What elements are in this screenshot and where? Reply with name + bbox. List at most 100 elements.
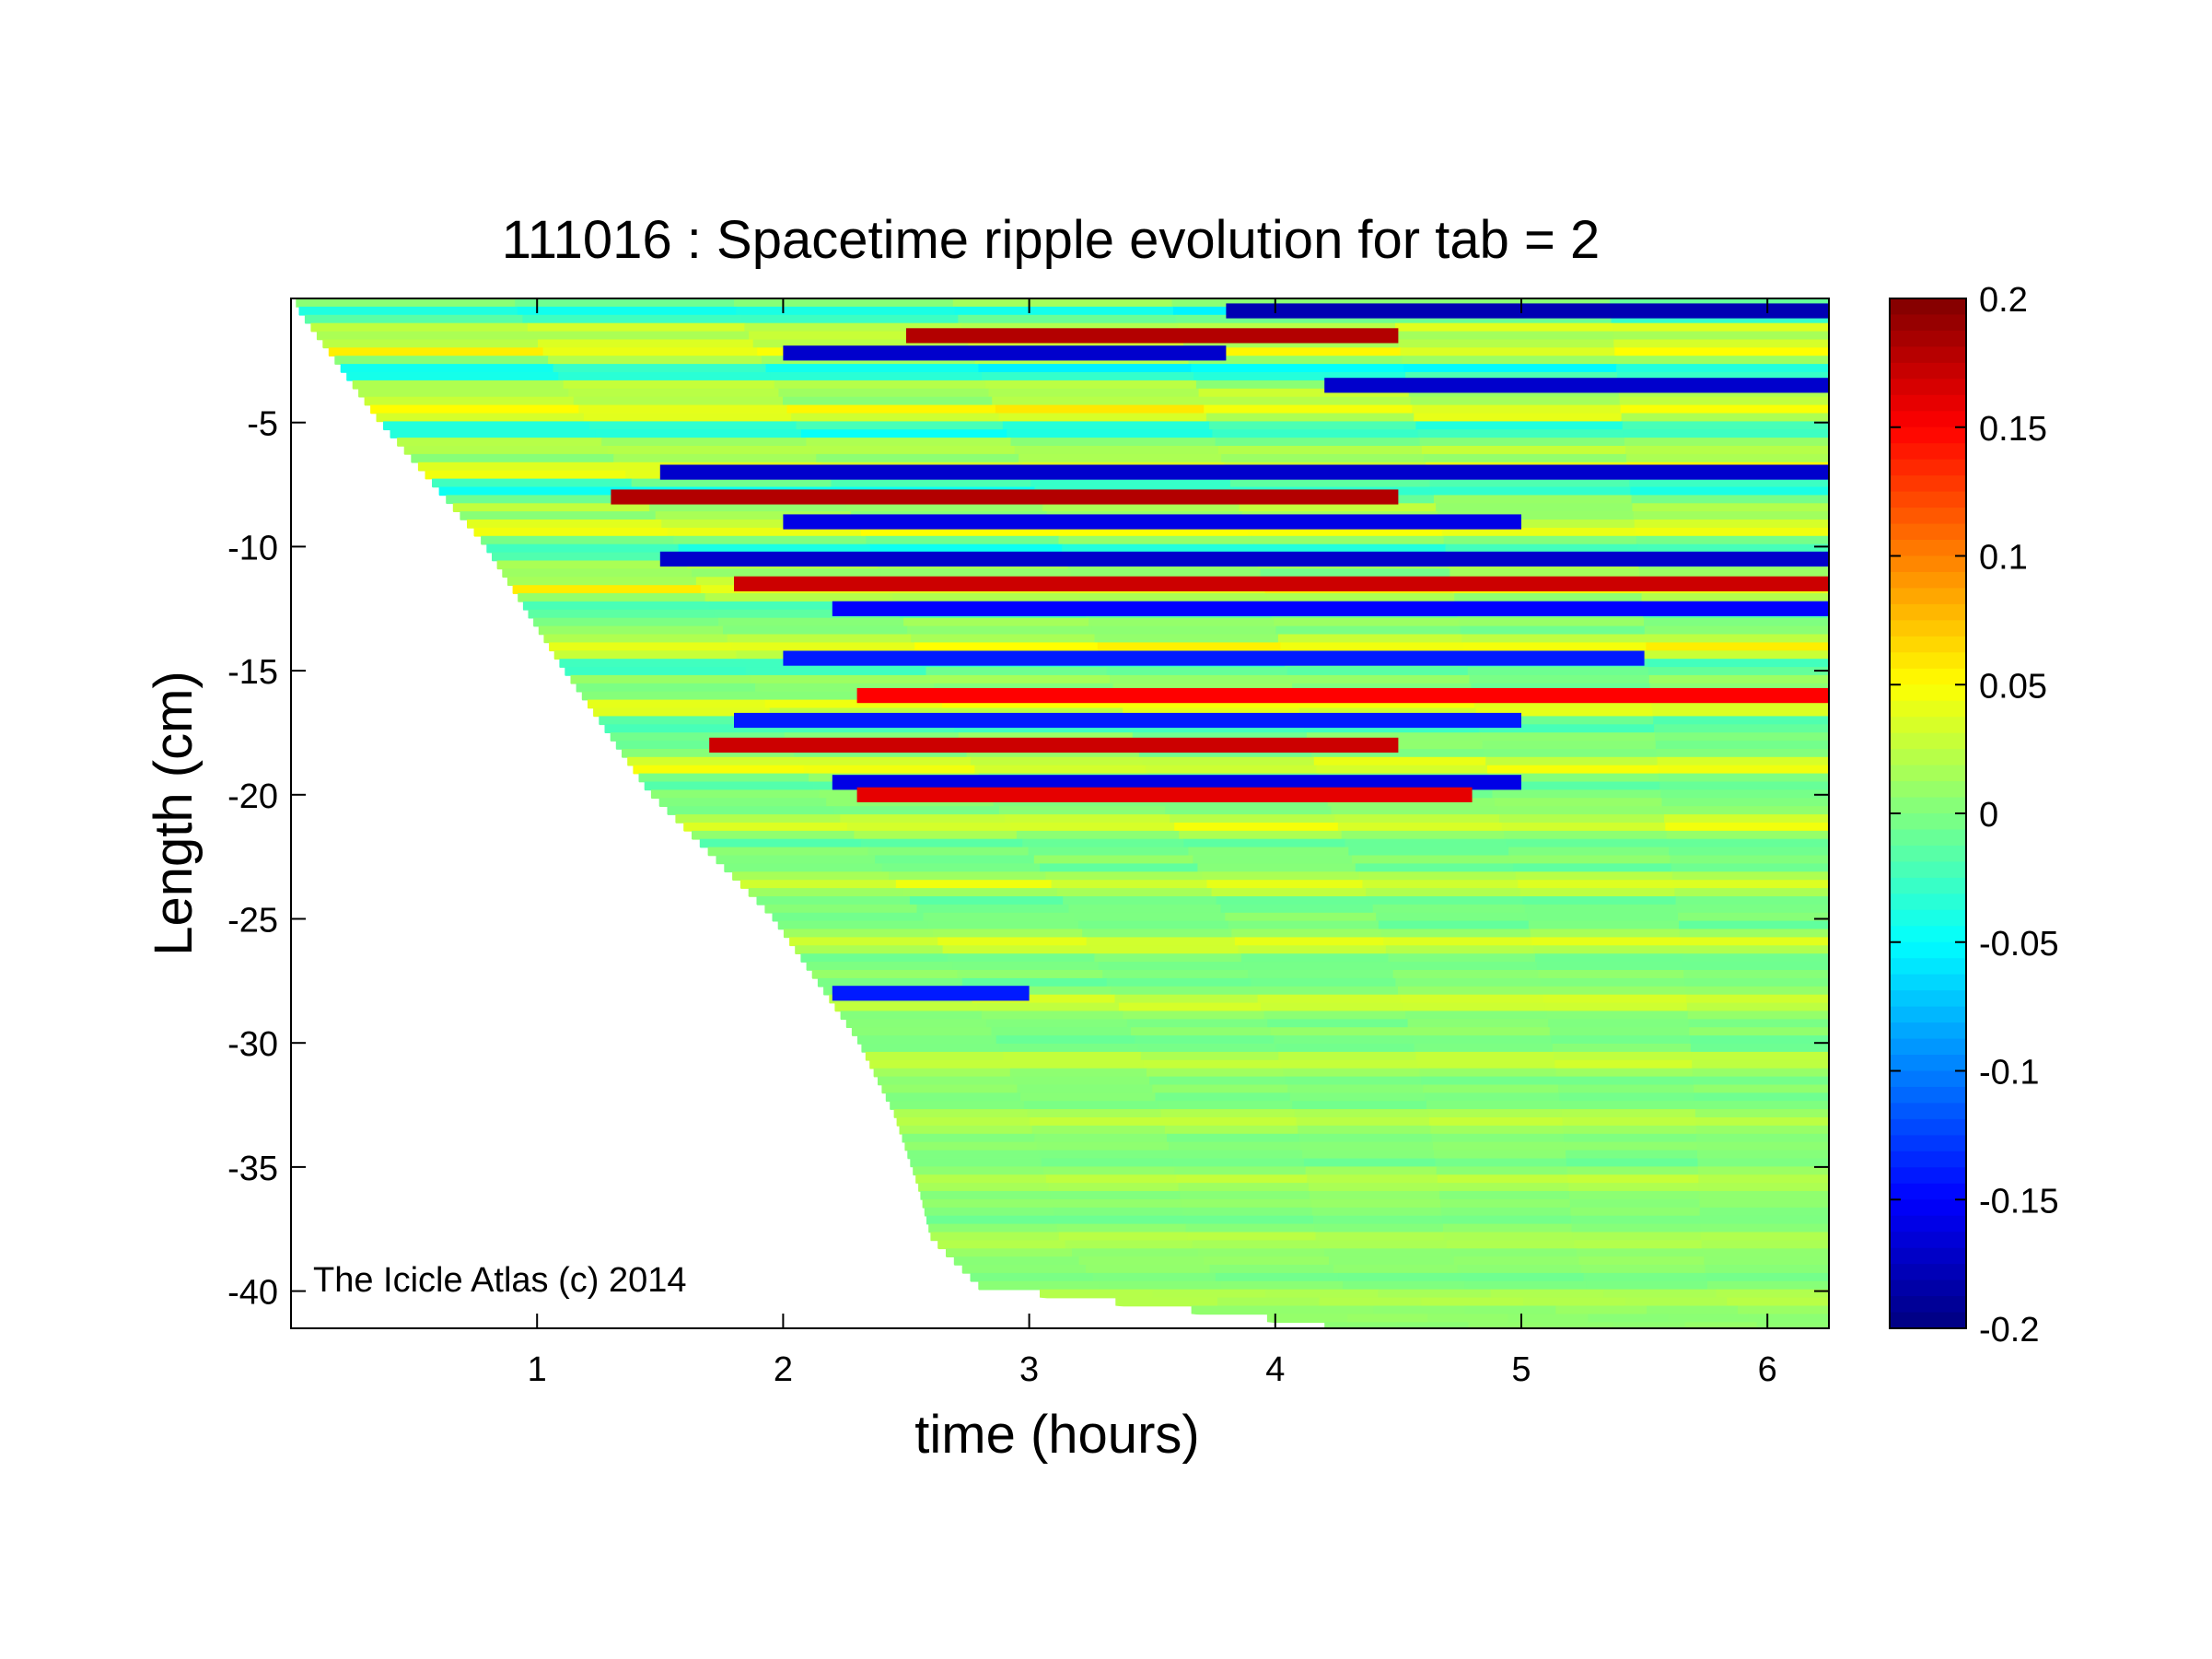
heatmap-cell (714, 609, 901, 619)
heatmap-cell (885, 1092, 1021, 1102)
heatmap-cell (1313, 1215, 1443, 1225)
heatmap-cell (1304, 724, 1480, 733)
heatmap-cell (593, 707, 771, 718)
heatmap-cell (915, 1174, 1047, 1184)
heatmap-cell (1251, 535, 1445, 545)
heatmap-cell (1225, 912, 1377, 922)
heatmap-cell (1009, 1068, 1147, 1078)
heatmap-cell (581, 691, 762, 701)
heatmap-cell (1675, 896, 1829, 905)
heatmap-cell (1431, 486, 1632, 497)
heatmap-cell (1283, 1068, 1421, 1078)
heatmap-cell (899, 1125, 1033, 1135)
heatmap-cell (1435, 1158, 1567, 1168)
heatmap-cell (707, 847, 869, 857)
heatmap-cell (673, 535, 867, 545)
heatmap-cell (543, 634, 728, 644)
heatmap-cell (907, 1150, 1041, 1160)
heatmap-cell (1701, 1240, 1829, 1250)
heatmap-cell (548, 356, 763, 365)
colorbar-swatch (1890, 362, 1966, 380)
heatmap-cell (1231, 929, 1382, 939)
heatmap-cell (1135, 1035, 1275, 1045)
heatmap-cell (1112, 683, 1293, 693)
heatmap-cell (1164, 1125, 1298, 1135)
heatmap-cell (1692, 1059, 1829, 1069)
heatmap-cell (1023, 1101, 1159, 1110)
heatmap-cell (1042, 503, 1240, 512)
heatmap-cell (1659, 781, 1829, 791)
heatmap-cell (1193, 372, 1406, 381)
heatmap-cell (604, 724, 781, 733)
heatmap-cell (978, 364, 1193, 373)
heatmap-cell (724, 863, 883, 873)
heatmap-cell (1329, 1256, 1455, 1266)
ripple-band (856, 688, 1829, 704)
heatmap-cell (986, 1019, 1128, 1028)
heatmap-cell (528, 609, 716, 619)
heatmap-cell (920, 1191, 1052, 1200)
heatmap-cell (1459, 617, 1645, 627)
heatmap-cell (1410, 1027, 1551, 1036)
heatmap-cell (1254, 986, 1399, 996)
heatmap-cell (599, 716, 775, 726)
heatmap-cell (1546, 1011, 1689, 1021)
heatmap-cell (1439, 520, 1636, 529)
heatmap-cell (926, 1215, 1056, 1225)
heatmap-cell (816, 453, 1019, 463)
heatmap-cell (1033, 855, 1194, 865)
heatmap-cell (718, 617, 904, 627)
heatmap-cell (1562, 1117, 1697, 1127)
heatmap-cell (1343, 1280, 1465, 1291)
heatmap-cell (1419, 1068, 1557, 1078)
heatmap-cell (1438, 1183, 1570, 1192)
heatmap-cell (952, 962, 1100, 971)
heatmap-cell (723, 625, 908, 636)
heatmap-cell (1636, 543, 1829, 554)
heatmap-cell (998, 413, 1207, 423)
heatmap-cell (1687, 1011, 1829, 1021)
heatmap-cell (1531, 937, 1682, 947)
heatmap-cell (1017, 1084, 1154, 1094)
heatmap-cell (1274, 617, 1460, 627)
plot-frame (290, 298, 1830, 1329)
heatmap-cell (1450, 1248, 1578, 1257)
heatmap-cell (1569, 1198, 1701, 1209)
heatmap-cell (1559, 1092, 1695, 1102)
heatmap-cell (810, 446, 1016, 455)
heatmap-cell (1697, 1158, 1829, 1168)
heatmap-cell (1089, 617, 1275, 627)
heatmap-cell (699, 838, 862, 848)
heatmap-cell (927, 920, 1079, 930)
heatmap-cell (1625, 446, 1829, 455)
colorbar-swatch (1890, 636, 1966, 653)
heatmap-cell (1063, 896, 1217, 905)
heatmap-cell (1358, 871, 1517, 881)
heatmap-cell (1556, 1076, 1694, 1086)
heatmap-cell (1624, 1297, 1729, 1307)
heatmap-cell (650, 789, 821, 800)
y-tick-label: -40 (227, 1274, 278, 1313)
heatmap-cell (1056, 1223, 1187, 1233)
y-tick-label: -15 (227, 653, 278, 692)
heatmap-cell (978, 1280, 1101, 1291)
heatmap-cell (1167, 1133, 1300, 1143)
heatmap-cell (692, 830, 856, 840)
heatmap-cell (1172, 1158, 1305, 1168)
heatmap-cell (1700, 1223, 1829, 1233)
heatmap-cell (633, 765, 805, 775)
heatmap-cell (954, 306, 1174, 316)
heatmap-cell (1443, 1232, 1574, 1242)
heatmap-cell (1429, 1117, 1564, 1127)
heatmap-cell (1410, 396, 1621, 406)
heatmap-cell (831, 478, 1031, 488)
heatmap-cell (1705, 1265, 1829, 1274)
heatmap-cell (1041, 1158, 1174, 1168)
heatmap-cell (1027, 1109, 1162, 1118)
heatmap-cell (1002, 421, 1210, 431)
heatmap-cell (1220, 904, 1374, 914)
heatmap-cell (667, 527, 862, 537)
colorbar-swatch (1890, 346, 1966, 364)
heatmap-cell (1316, 765, 1488, 775)
heatmap-cell (1327, 798, 1496, 807)
